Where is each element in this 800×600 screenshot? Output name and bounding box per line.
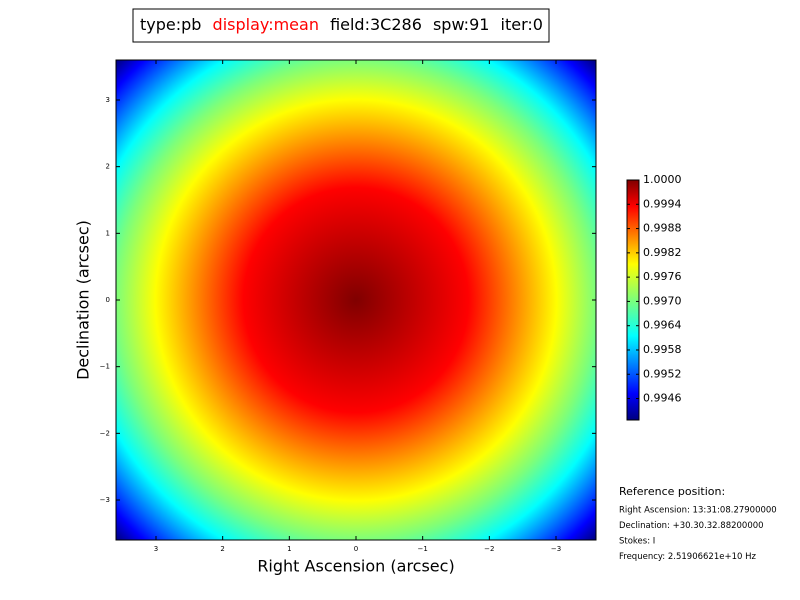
y-tick-label: 3 [106,96,110,104]
reference-line: Frequency: 2.51906621e+10 Hz [619,552,756,562]
x-tick-label: 0 [354,545,358,553]
y-axis-label: Declination (arcsec) [74,220,93,380]
colorbar [626,179,640,421]
x-tick-label: −1 [418,545,428,553]
colorbar-tick-label: 1.0000 [643,173,682,186]
reference-heading: Reference position: [619,485,725,498]
x-axis-label: Right Ascension (arcsec) [257,557,454,576]
title-type: type:pb [140,15,201,34]
reference-line: Stokes: I [619,537,655,547]
reference-line: Right Ascension: 13:31:08.27900000 [619,506,777,516]
x-tick-label: −3 [551,545,561,553]
title-display: display:mean [213,15,319,34]
x-tick-label: 3 [154,545,158,553]
colorbar-tick-label: 0.9982 [643,246,682,259]
title-box [132,8,550,43]
heatmap-image [116,60,596,540]
colorbar-tick-label: 0.9970 [643,294,682,307]
y-tick-label: −3 [100,496,110,504]
y-tick-label: −2 [100,429,110,437]
title-spw: spw:91 [433,15,489,34]
x-tick-label: −2 [484,545,494,553]
colorbar-tick-label: 0.9946 [643,392,682,405]
title-field: field:3C286 [330,15,422,34]
colorbar-tick-label: 0.9958 [643,343,682,356]
colorbar-tick-label: 0.9988 [643,222,682,235]
y-tick-label: 2 [106,163,110,171]
x-tick-label: 1 [287,545,291,553]
colorbar-tick-label: 0.9952 [643,367,682,380]
title: type:pb display:mean field:3C286 spw:91 … [140,15,543,34]
colorbar-tick-label: 0.9976 [643,270,682,283]
title-iter: iter:0 [501,15,543,34]
colorbar-tick-label: 0.9994 [643,197,682,210]
y-tick-label: 0 [106,296,110,304]
colorbar-tick-label: 0.9964 [643,319,682,332]
reference-line: Declination: +30.30.32.88200000 [619,521,764,531]
y-tick-label: −1 [100,363,110,371]
x-tick-label: 2 [220,545,224,553]
y-tick-label: 1 [106,229,110,237]
